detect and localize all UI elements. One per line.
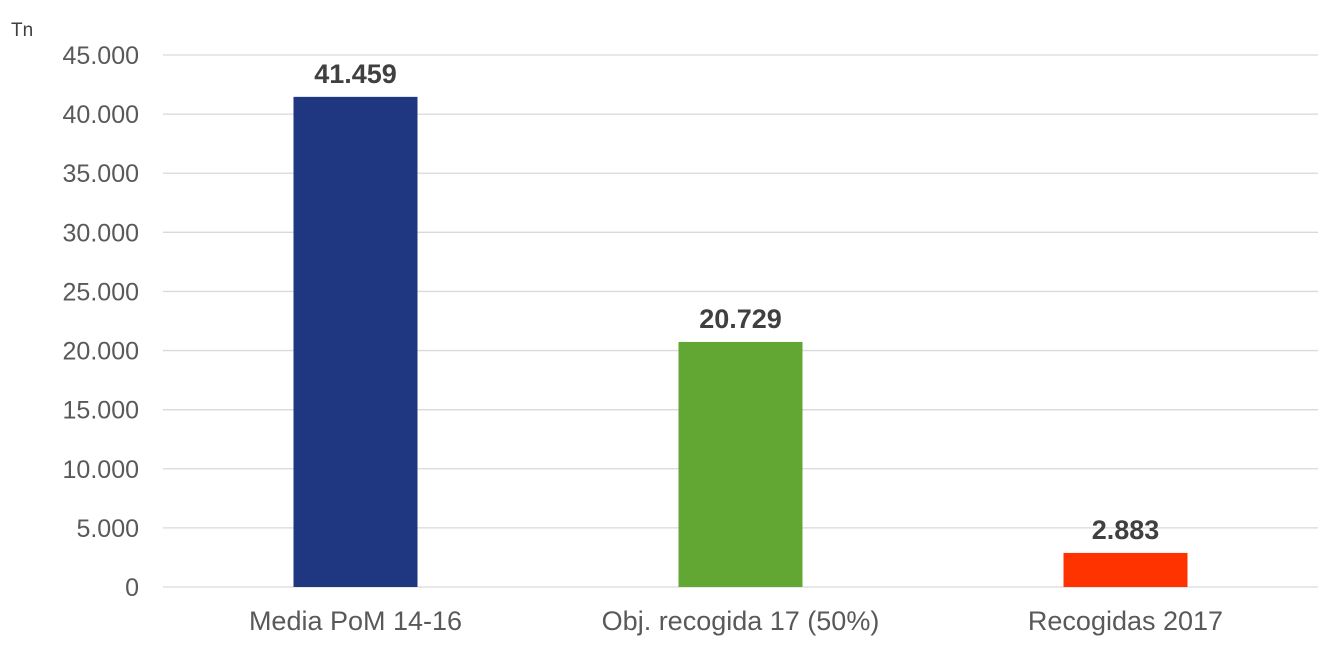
data-label: 20.729	[699, 304, 782, 334]
data-labels: 41.459 20.729 2.883	[314, 59, 1159, 545]
y-tick-label: 25.000	[63, 278, 139, 306]
x-category-label: Media PoM 14-16	[249, 606, 462, 636]
bar	[1063, 552, 1188, 587]
y-tick-label: 45.000	[63, 42, 139, 70]
y-axis-tick-labels: 0 5.000 10.000 15.000 20.000 25.000 30.000 35.0…	[63, 42, 139, 602]
y-axis-unit-label: Tn	[11, 20, 33, 41]
bars	[293, 96, 1188, 587]
y-tick-label: 35.000	[63, 160, 139, 188]
y-tick-label: 5.000	[76, 515, 139, 543]
y-tick-label: 10.000	[63, 456, 139, 484]
y-tick-label: 40.000	[63, 101, 139, 129]
y-tick-label: 20.000	[63, 338, 139, 366]
x-axis-category-labels: Media PoM 14-16 Obj. recogida 17 (50%) Rec…	[249, 606, 1223, 636]
data-label: 41.459	[314, 59, 397, 89]
x-category-label: Obj. recogida 17 (50%)	[602, 606, 880, 636]
y-tick-label: 0	[125, 574, 139, 602]
bar	[678, 341, 803, 587]
y-tick-label: 15.000	[63, 397, 139, 425]
data-label: 2.883	[1092, 515, 1160, 545]
bar	[293, 96, 418, 587]
y-tick-label: 30.000	[63, 219, 139, 247]
x-category-label: Recogidas 2017	[1028, 606, 1223, 636]
